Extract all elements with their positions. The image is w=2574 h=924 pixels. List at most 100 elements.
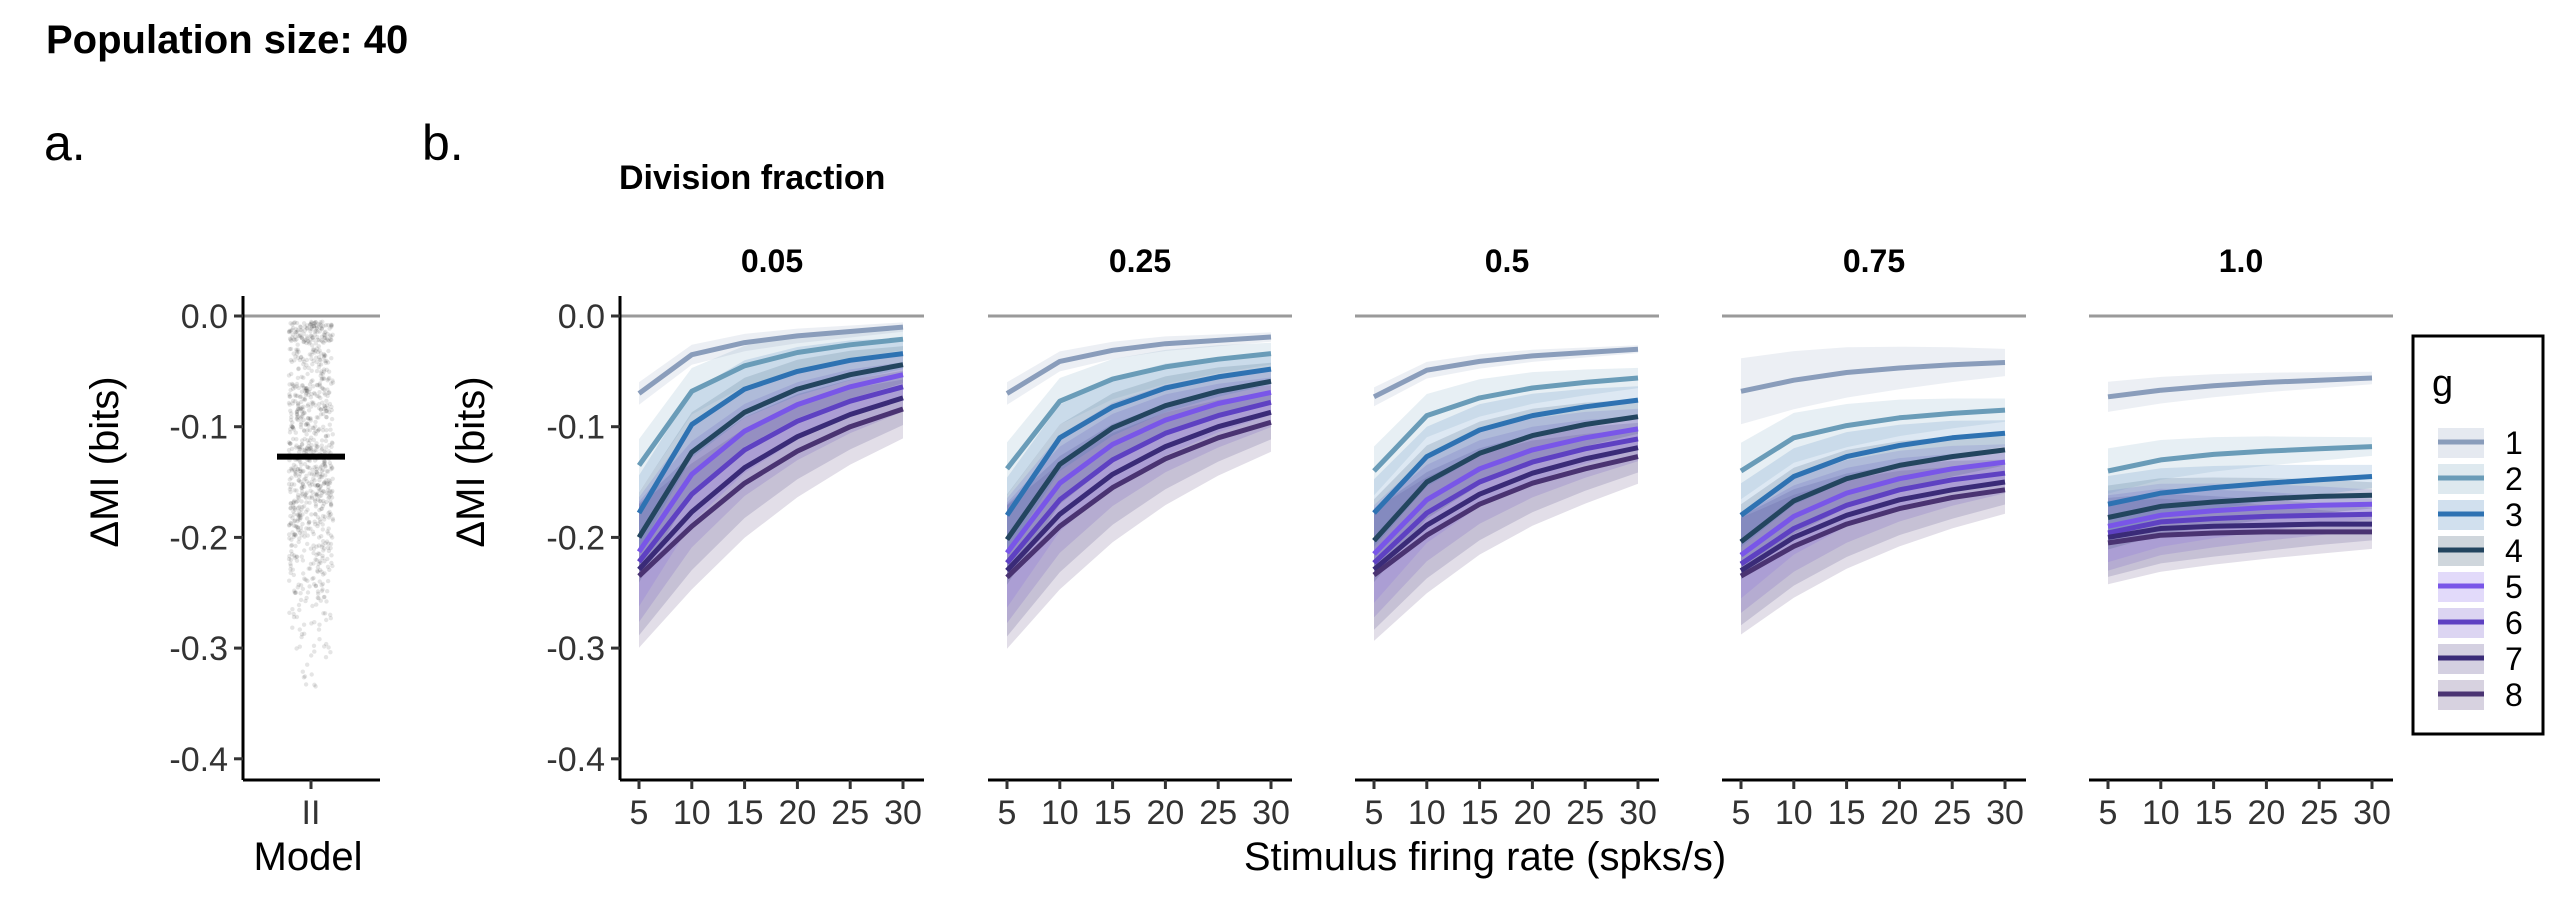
data-point (324, 491, 330, 496)
data-point (292, 482, 297, 487)
data-point (315, 482, 321, 488)
data-point (296, 478, 301, 483)
data-point (313, 684, 318, 689)
data-point (320, 522, 325, 527)
series-line-g5 (1739, 459, 2006, 558)
data-point (302, 365, 308, 371)
data-point (288, 570, 293, 576)
data-point (327, 509, 332, 515)
data-point (305, 326, 310, 331)
data-point (315, 565, 321, 570)
data-point (294, 437, 299, 442)
data-point (319, 582, 324, 588)
data-point (314, 558, 319, 563)
data-point (294, 349, 300, 354)
data-point (299, 405, 304, 410)
data-point (312, 497, 318, 502)
facet-0.75: 0.75 5 10 15 20 25 30 (1722, 243, 2026, 832)
data-point (296, 496, 301, 501)
data-point (317, 362, 322, 367)
data-point (306, 440, 311, 446)
data-point (315, 491, 320, 496)
data-point (290, 332, 295, 337)
data-point (288, 506, 293, 511)
data-point (310, 401, 316, 406)
x-tick-label: 5 (1365, 794, 1384, 832)
data-point (328, 650, 333, 655)
data-point (329, 560, 334, 566)
data-point (293, 472, 298, 477)
data-point (324, 539, 330, 544)
data-point (295, 526, 301, 531)
data-point (287, 477, 292, 482)
data-point (293, 532, 298, 537)
data-point (326, 478, 331, 483)
data-point (300, 481, 305, 486)
data-point (324, 336, 330, 341)
data-point (302, 324, 308, 330)
data-point (288, 337, 293, 342)
data-point (305, 465, 311, 470)
data-point (296, 385, 301, 391)
data-point (306, 416, 311, 421)
data-point (303, 491, 308, 497)
data-point (318, 487, 323, 493)
data-point (295, 375, 301, 381)
data-point (296, 406, 301, 412)
data-point (319, 326, 325, 332)
data-point (299, 632, 305, 637)
data-point (313, 403, 318, 408)
data-point (318, 493, 324, 498)
data-point (291, 383, 296, 389)
data-point (286, 532, 292, 537)
data-point (299, 554, 304, 559)
data-point (292, 532, 297, 537)
data-point (308, 333, 314, 338)
data-point (318, 395, 323, 401)
data-point (318, 384, 323, 389)
data-point (304, 391, 309, 396)
series-line-g6 (1005, 399, 1272, 565)
data-point (291, 337, 296, 342)
data-point (304, 340, 309, 346)
data-point (292, 519, 297, 524)
data-point (299, 335, 304, 341)
data-point (307, 458, 312, 464)
series-line-g2 (1005, 351, 1272, 471)
data-point (321, 489, 327, 494)
data-point (286, 523, 292, 528)
data-point (301, 321, 307, 326)
data-point (314, 492, 320, 498)
data-point (298, 469, 304, 474)
data-point (327, 480, 333, 486)
ribbon-g1 (1374, 345, 1638, 407)
data-point (315, 497, 321, 502)
data-point (313, 320, 318, 325)
x-tick-label: 25 (1199, 794, 1237, 832)
data-point (297, 445, 302, 450)
data-point (300, 357, 306, 362)
data-point (293, 330, 299, 335)
data-point (304, 479, 310, 484)
data-point (304, 323, 310, 328)
data-point (290, 530, 295, 535)
data-point (325, 331, 330, 337)
data-point (309, 400, 314, 405)
data-point (302, 447, 307, 452)
data-point (325, 433, 331, 438)
series-line-g3 (636, 351, 904, 515)
data-point (300, 411, 306, 417)
data-point (306, 423, 311, 428)
data-point (324, 403, 330, 408)
series-line-g6 (637, 384, 904, 564)
data-point (320, 503, 326, 509)
facet-label: 0.05 (741, 243, 803, 279)
y-tick-label: -0.1 (546, 409, 605, 447)
data-point (311, 324, 317, 329)
data-point (314, 493, 319, 498)
data-point (292, 590, 297, 595)
data-point (317, 517, 323, 522)
data-point (309, 326, 314, 331)
data-point (328, 541, 334, 547)
data-point (294, 554, 300, 559)
